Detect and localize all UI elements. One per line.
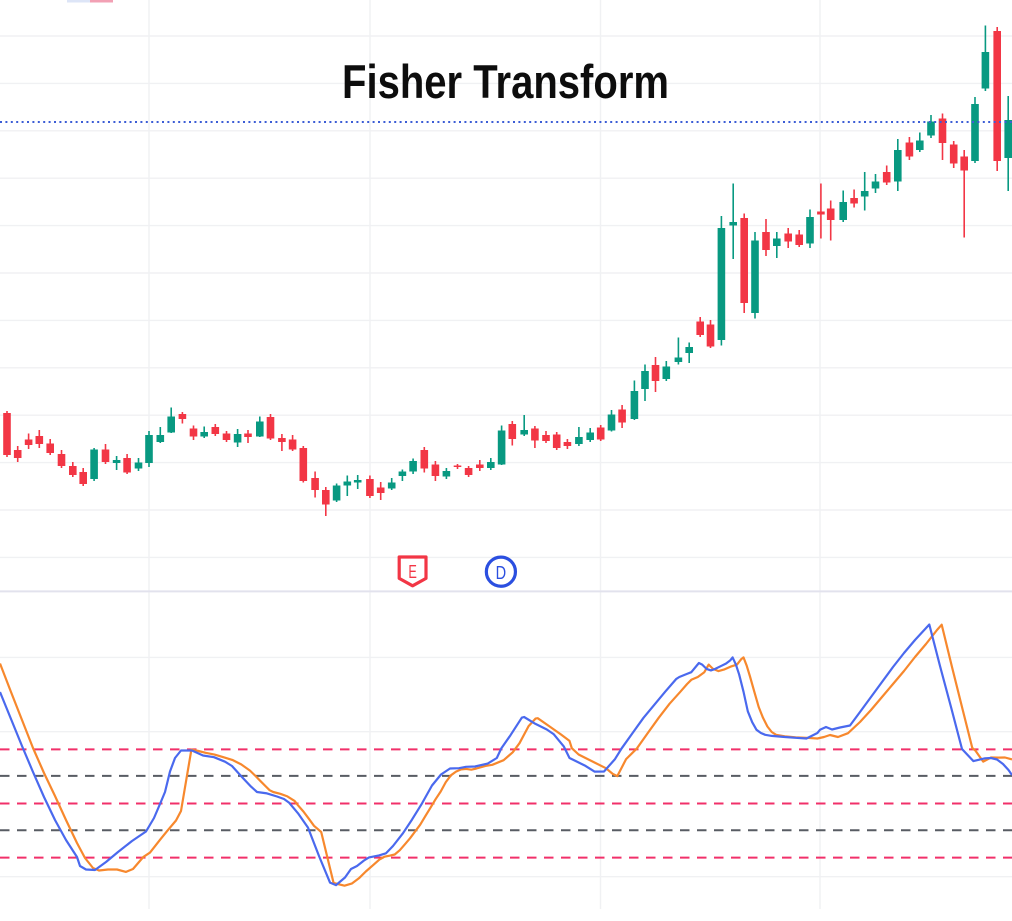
svg-text:E: E <box>408 562 417 582</box>
svg-text:D: D <box>496 563 507 583</box>
svg-text:Fisher Transform: Fisher Transform <box>342 55 669 108</box>
